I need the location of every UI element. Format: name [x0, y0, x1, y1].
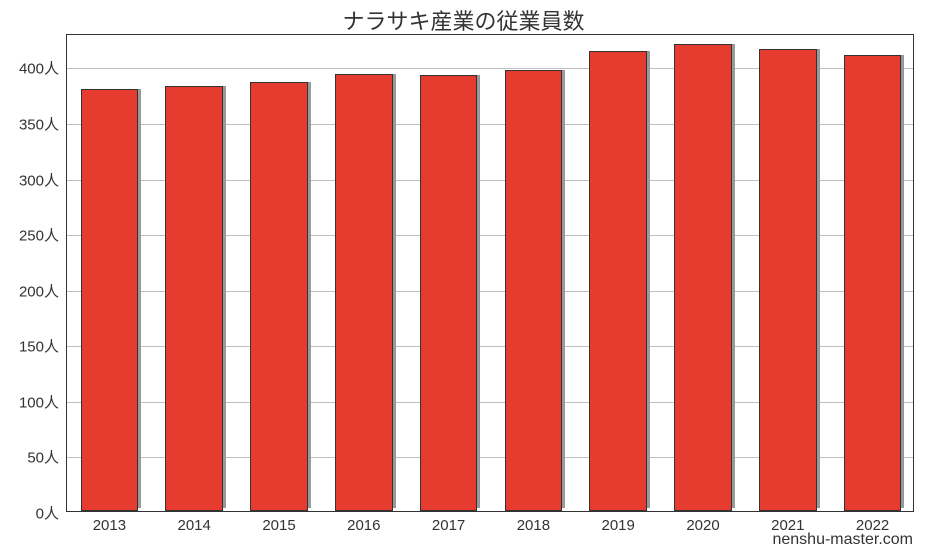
bar [759, 49, 817, 511]
x-tick-label: 2018 [517, 517, 550, 534]
x-tick-label: 2020 [686, 517, 719, 534]
plot-area: 0人50人100人150人200人250人300人350人400人2013201… [66, 34, 914, 512]
y-tick-label: 200人 [19, 280, 59, 301]
x-tick-label: 2014 [178, 517, 211, 534]
bar [335, 74, 393, 511]
x-tick-label: 2019 [602, 517, 635, 534]
bar [505, 70, 563, 511]
bar [250, 82, 308, 511]
bar [589, 51, 647, 511]
chart-container: ナラサキ産業の従業員数 0人50人100人150人200人250人300人350… [0, 0, 927, 555]
y-tick-label: 150人 [19, 336, 59, 357]
y-tick-label: 50人 [27, 447, 59, 468]
x-tick-label: 2013 [93, 517, 126, 534]
bar [81, 89, 139, 511]
bar [844, 55, 902, 511]
y-tick-label: 100人 [19, 391, 59, 412]
x-tick-label: 2016 [347, 517, 380, 534]
bar [420, 75, 478, 511]
y-tick-label: 250人 [19, 225, 59, 246]
y-tick-label: 0人 [36, 503, 59, 524]
bar [674, 44, 732, 511]
y-tick-label: 400人 [19, 58, 59, 79]
y-tick-label: 350人 [19, 113, 59, 134]
chart-title: ナラサキ産業の従業員数 [0, 4, 927, 36]
attribution-label: nenshu-master.com [772, 531, 913, 549]
x-tick-label: 2017 [432, 517, 465, 534]
y-tick-label: 300人 [19, 169, 59, 190]
bar [165, 86, 223, 511]
x-tick-label: 2015 [262, 517, 295, 534]
